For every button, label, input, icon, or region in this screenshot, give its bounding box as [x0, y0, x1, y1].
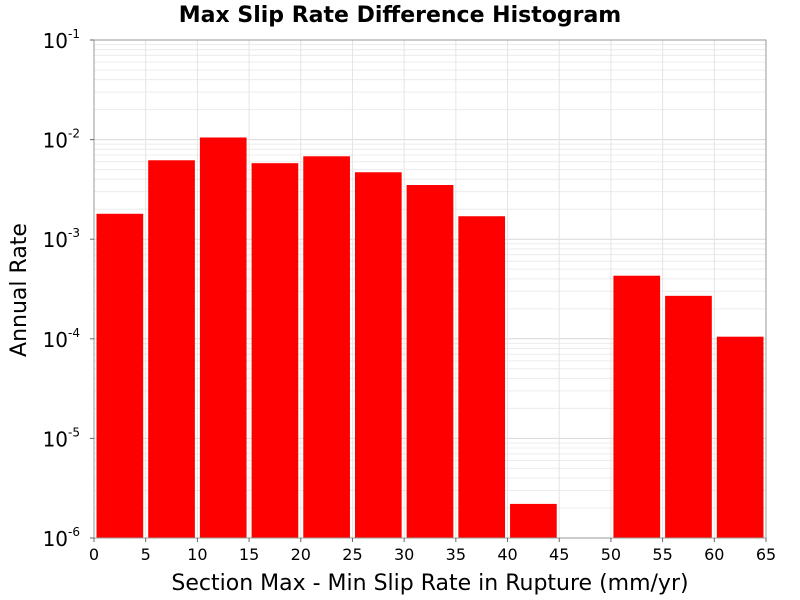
- histogram-bar: [96, 213, 144, 539]
- x-axis-label: Section Max - Min Slip Rate in Rupture (…: [171, 571, 688, 596]
- x-tick-label: 30: [394, 545, 414, 564]
- histogram-bar: [510, 503, 557, 538]
- x-tick-label: 60: [704, 545, 724, 564]
- y-tick-label: 10-4: [43, 326, 80, 352]
- x-tick-label: 65: [756, 545, 776, 564]
- x-tick-label: 45: [549, 545, 569, 564]
- x-tick-label: 20: [291, 545, 311, 564]
- x-tick-label: 0: [89, 545, 99, 564]
- y-tick-label: 10-6: [43, 525, 80, 551]
- x-tick-label: 50: [601, 545, 621, 564]
- bar-group: [96, 137, 764, 539]
- x-tick-label: 35: [446, 545, 466, 564]
- x-tick-label: 10: [187, 545, 207, 564]
- y-axis-ticks: 10-6 10-5 10-4 10-3 10-2 10-1: [43, 27, 94, 551]
- histogram-bar: [148, 160, 195, 539]
- y-tick-label: 10-3: [43, 226, 80, 252]
- histogram-bar: [665, 295, 712, 538]
- x-tick-label: 40: [497, 545, 517, 564]
- x-axis-ticks: 0 5 10 15 20 25 30 35 40 45 50 55 60 65: [89, 538, 776, 564]
- histogram-bar: [613, 275, 661, 538]
- y-tick-label: 10-2: [43, 127, 80, 153]
- histogram-bar: [199, 137, 247, 538]
- histogram-bar: [251, 163, 299, 538]
- histogram-bar: [303, 156, 350, 539]
- x-tick-label: 5: [141, 545, 151, 564]
- chart-title: Max Slip Rate Difference Histogram: [179, 3, 621, 28]
- y-tick-label: 10-1: [43, 27, 80, 53]
- plot-frame: [93, 39, 767, 539]
- histogram-bar: [406, 185, 454, 539]
- y-axis-label: Annual Rate: [7, 223, 32, 357]
- x-tick-label: 55: [652, 545, 672, 564]
- histogram-bar: [716, 336, 764, 538]
- x-tick-label: 25: [342, 545, 362, 564]
- x-tick-label: 15: [239, 545, 259, 564]
- histogram-bar: [354, 172, 402, 539]
- histogram-bar: [458, 216, 506, 538]
- y-tick-label: 10-5: [43, 425, 80, 451]
